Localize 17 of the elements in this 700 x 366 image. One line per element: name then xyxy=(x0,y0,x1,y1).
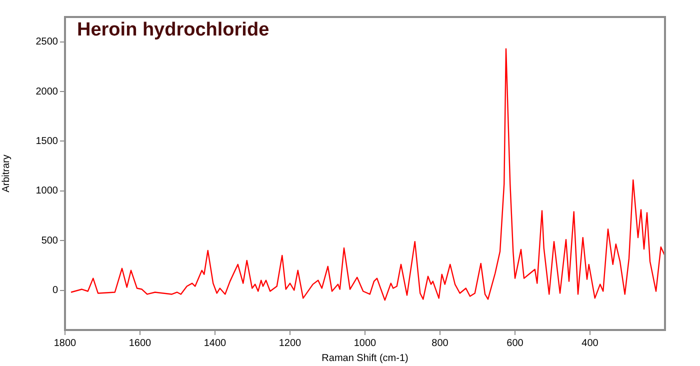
x-tick-label: 1600 xyxy=(128,338,152,349)
chart-title: Heroin hydrochloride xyxy=(77,20,270,41)
y-tick-label: 1500 xyxy=(36,136,58,147)
y-tick-label: 2000 xyxy=(36,86,58,98)
x-tick-label: 1000 xyxy=(354,338,377,349)
y-tick-label: 2500 xyxy=(36,36,58,48)
x-tick-label: 1800 xyxy=(54,338,77,349)
x-tick-label: 1400 xyxy=(204,338,227,349)
x-tick-label: 1200 xyxy=(278,338,302,349)
y-axis-title: Arbitrary xyxy=(0,154,12,192)
x-tick-label: 400 xyxy=(582,338,599,349)
x-tick-label: 600 xyxy=(506,338,524,349)
x-axis-title: Raman Shift (cm-1) xyxy=(322,352,408,364)
x-tick-label: 800 xyxy=(432,338,449,349)
y-tick-label: 0 xyxy=(52,285,58,296)
y-tick-label: 1000 xyxy=(36,186,58,197)
y-tick-label: 500 xyxy=(41,235,58,246)
